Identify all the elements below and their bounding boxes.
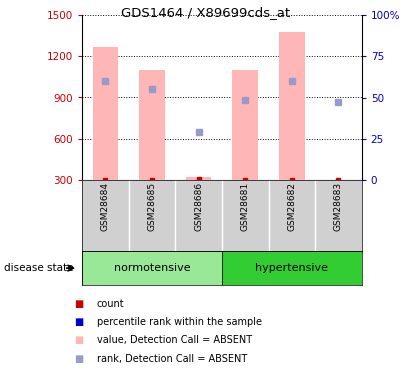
Text: ■: ■ (74, 354, 83, 364)
Text: ■: ■ (74, 299, 83, 309)
Text: GSM28683: GSM28683 (334, 182, 343, 231)
Text: disease state: disease state (4, 263, 74, 273)
Bar (82, 251, 222, 285)
Text: ■: ■ (74, 336, 83, 345)
Text: GSM28686: GSM28686 (194, 182, 203, 231)
Text: percentile rank within the sample: percentile rank within the sample (97, 317, 261, 327)
Text: rank, Detection Call = ABSENT: rank, Detection Call = ABSENT (97, 354, 247, 364)
Bar (92, 46, 118, 180)
Bar (186, 177, 211, 180)
Bar (139, 70, 165, 180)
Text: value, Detection Call = ABSENT: value, Detection Call = ABSENT (97, 336, 252, 345)
Text: GSM28685: GSM28685 (148, 182, 157, 231)
Text: hypertensive: hypertensive (255, 263, 328, 273)
Text: GSM28684: GSM28684 (101, 182, 110, 231)
Text: ■: ■ (74, 317, 83, 327)
Text: GSM28681: GSM28681 (241, 182, 250, 231)
Text: normotensive: normotensive (114, 263, 190, 273)
Bar (232, 70, 258, 180)
Bar (222, 251, 362, 285)
Text: GSM28682: GSM28682 (287, 182, 296, 231)
Text: count: count (97, 299, 124, 309)
Text: GDS1464 / X89699cds_at: GDS1464 / X89699cds_at (121, 6, 290, 19)
Bar (279, 32, 305, 180)
